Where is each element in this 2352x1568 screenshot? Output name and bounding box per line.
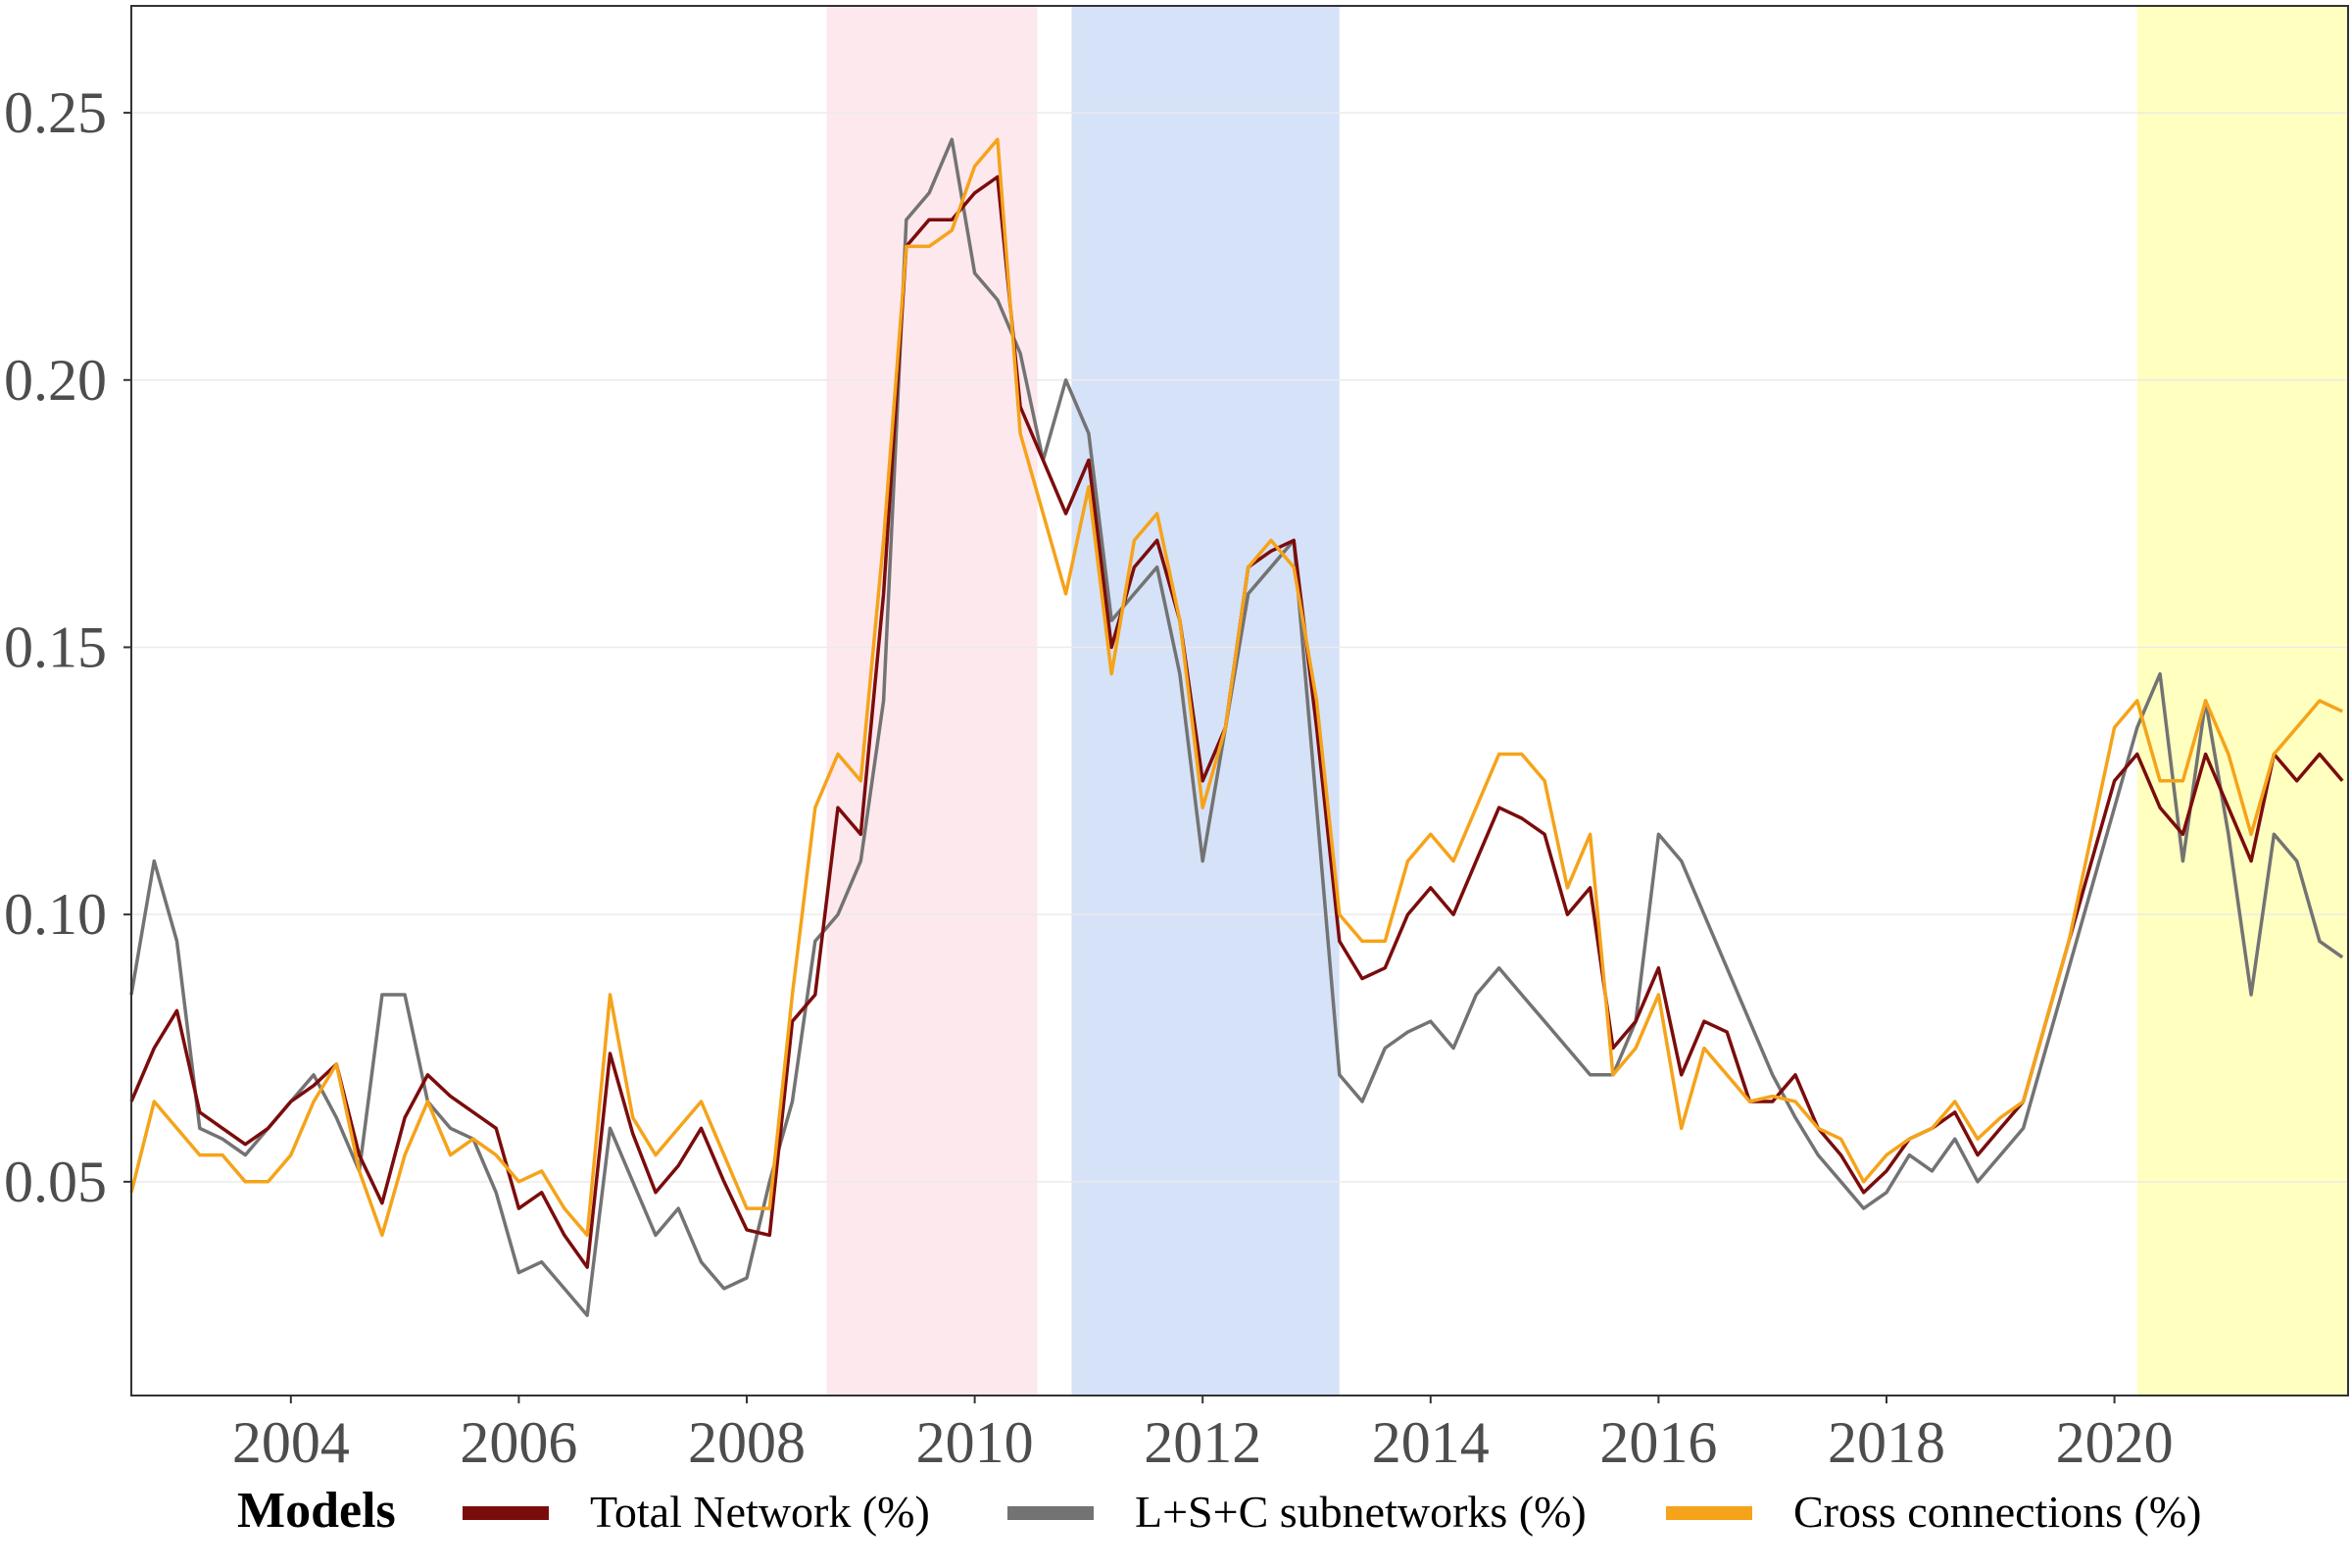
y-tick-label: 0.20 bbox=[4, 348, 107, 413]
x-tick-label: 2010 bbox=[916, 1410, 1034, 1475]
x-tick-label: 2008 bbox=[688, 1410, 806, 1475]
y-axis: 0.05 0.10 0.15 0.20 0.25 bbox=[4, 80, 131, 1214]
plot-border bbox=[130, 5, 2349, 1396]
legend-label-2: L+S+C subnetworks (%) bbox=[1135, 1487, 1587, 1537]
legend: Models Total Network (%) L+S+C subnetworks… bbox=[237, 1483, 2201, 1539]
x-tick-label: 2006 bbox=[460, 1410, 577, 1475]
shaded-period-1 bbox=[826, 6, 1038, 1396]
legend-label-3: Cross connections (%) bbox=[1793, 1487, 2201, 1537]
x-tick-label: 2016 bbox=[1599, 1410, 1717, 1475]
shaded-period-2 bbox=[1071, 6, 1340, 1396]
series-lines bbox=[129, 137, 2344, 1317]
series-line-2 bbox=[129, 137, 2344, 1317]
x-axis: 2004 2006 2008 2010 2012 2014 2016 2018 2020 bbox=[232, 1396, 2174, 1475]
y-tick-label: 0.25 bbox=[4, 80, 107, 145]
y-tick-label: 0.10 bbox=[4, 882, 107, 947]
legend-label-1: Total Network (%) bbox=[590, 1487, 930, 1537]
x-tick-label: 2020 bbox=[2056, 1410, 2174, 1475]
shaded-period-3 bbox=[2136, 6, 2348, 1396]
y-tick-label: 0.05 bbox=[4, 1150, 107, 1214]
x-tick-label: 2012 bbox=[1144, 1410, 1261, 1475]
x-tick-label: 2004 bbox=[232, 1410, 350, 1475]
series-line-3 bbox=[129, 137, 2343, 1238]
x-tick-label: 2018 bbox=[1828, 1410, 1945, 1475]
y-tick-label: 0.15 bbox=[4, 614, 107, 679]
legend-title: Models bbox=[237, 1483, 396, 1539]
x-tick-label: 2014 bbox=[1372, 1410, 1490, 1475]
shaded-periods bbox=[826, 6, 2348, 1396]
